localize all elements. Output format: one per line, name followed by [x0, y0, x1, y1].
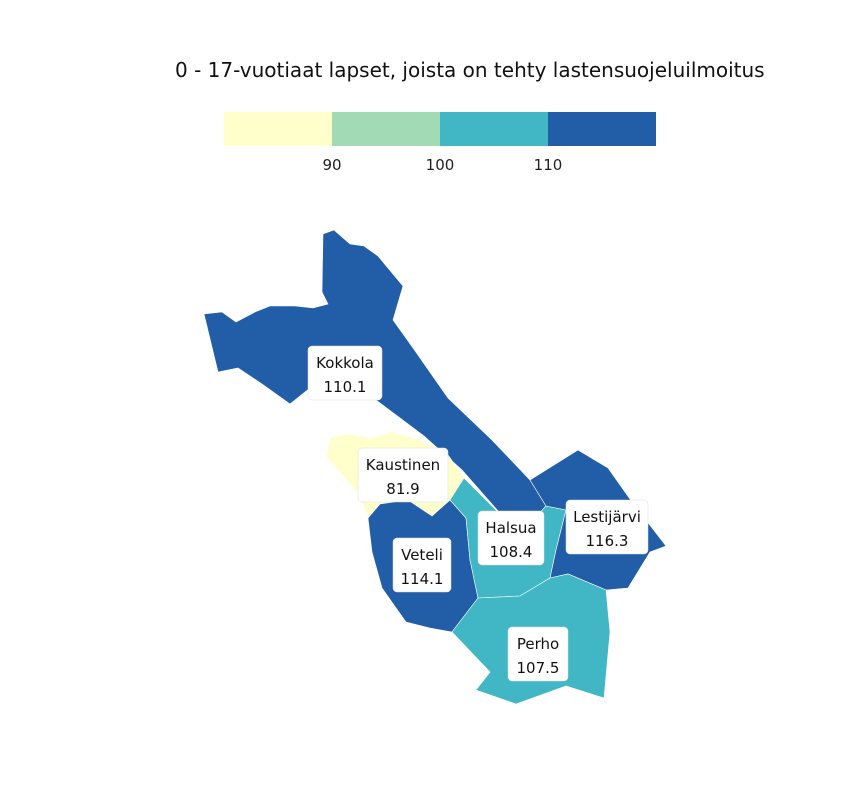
label-perho-value: 107.5: [517, 659, 560, 677]
label-veteli-value: 114.1: [401, 570, 444, 588]
legend-swatch-3: [548, 112, 656, 146]
legend-swatch-2: [440, 112, 548, 146]
label-lestijarvi-value: 116.3: [586, 532, 629, 550]
label-kaustinen-name: Kaustinen: [366, 456, 440, 474]
label-perho-name: Perho: [517, 635, 559, 653]
label-halsua: Halsua 108.4: [477, 510, 545, 566]
map-title: 0 - 17-vuotiaat lapset, joista on tehty …: [175, 58, 765, 82]
region-labels: Kokkola 110.1 Kaustinen 81.9 Halsua 108.…: [307, 345, 649, 682]
legend-swatch-1: [332, 112, 440, 146]
label-halsua-value: 108.4: [490, 543, 533, 561]
label-kokkola-name: Kokkola: [316, 354, 374, 372]
label-lestijarvi-name: Lestijärvi: [573, 508, 641, 526]
label-veteli: Veteli 114.1: [392, 537, 452, 593]
label-kokkola: Kokkola 110.1: [307, 345, 383, 401]
label-kaustinen: Kaustinen 81.9: [357, 447, 449, 503]
legend: 90 100 110: [224, 112, 656, 174]
legend-tick-0: 90: [322, 156, 341, 174]
label-kaustinen-value: 81.9: [386, 480, 419, 498]
label-veteli-name: Veteli: [401, 546, 443, 564]
legend-tick-2: 110: [534, 156, 563, 174]
legend-tick-1: 100: [426, 156, 455, 174]
label-halsua-name: Halsua: [485, 519, 536, 537]
label-kokkola-value: 110.1: [324, 378, 367, 396]
label-lestijarvi: Lestijärvi 116.3: [565, 499, 649, 555]
legend-swatch-0: [224, 112, 332, 146]
label-perho: Perho 107.5: [507, 626, 569, 682]
